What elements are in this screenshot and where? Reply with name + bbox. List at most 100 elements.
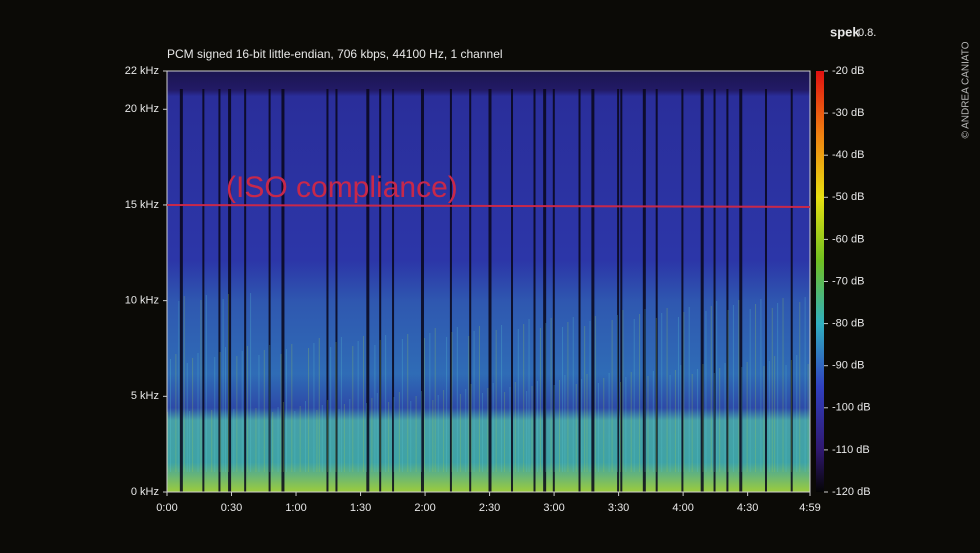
- texture-streak: [531, 386, 533, 472]
- texture-streak: [305, 401, 307, 472]
- texture-streak: [509, 387, 511, 472]
- texture-streak: [335, 342, 337, 472]
- texture-streak: [282, 402, 284, 472]
- texture-streak: [423, 338, 425, 472]
- texture-streak: [495, 330, 497, 472]
- texture-streak: [619, 382, 621, 472]
- annotation-line: [166, 203, 811, 208]
- colorbar-tick-label: -50 dB: [832, 191, 864, 203]
- texture-streak: [388, 402, 390, 472]
- texture-streak: [501, 325, 503, 472]
- texture-streak: [572, 317, 574, 472]
- gap-streak: [281, 89, 285, 492]
- texture-streak: [357, 341, 359, 472]
- texture-streak: [236, 356, 238, 472]
- texture-streak: [575, 384, 577, 472]
- x-tick-label: 2:30: [479, 502, 500, 514]
- texture-streak: [429, 333, 431, 472]
- texture-streak: [473, 331, 475, 472]
- chart-title: PCM signed 16-bit little-endian, 706 kbp…: [167, 47, 503, 61]
- x-tick-label: 4:59: [799, 502, 820, 514]
- texture-streak: [280, 354, 282, 472]
- gap-streak: [642, 89, 646, 492]
- texture-streak: [456, 327, 458, 472]
- texture-streak: [258, 355, 260, 472]
- texture-streak: [633, 319, 635, 472]
- texture-streak: [661, 313, 663, 472]
- colorbar-tick-label: -30 dB: [832, 107, 864, 119]
- texture-streak: [716, 301, 718, 472]
- gap-streak: [244, 89, 247, 492]
- gap-streak: [620, 89, 623, 492]
- texture-streak: [545, 323, 547, 472]
- app-version: 0.8.: [858, 27, 876, 39]
- texture-streak: [299, 406, 301, 472]
- gap-streak: [420, 89, 424, 492]
- texture-streak: [197, 353, 199, 472]
- texture-streak: [352, 346, 354, 472]
- texture-streak: [214, 357, 216, 472]
- texture-streak: [691, 374, 693, 472]
- texture-streak: [597, 383, 599, 472]
- texture-streak: [321, 405, 323, 472]
- texture-streak: [446, 337, 448, 472]
- texture-streak: [247, 346, 249, 472]
- gap-streak: [228, 89, 232, 492]
- texture-streak: [277, 407, 279, 472]
- color-bar: [816, 71, 824, 492]
- texture-streak: [459, 394, 461, 472]
- texture-streak: [807, 364, 809, 472]
- texture-streak: [785, 365, 787, 472]
- gap-streak: [726, 89, 729, 492]
- annotation-text: (ISO compliance): [226, 171, 458, 204]
- app-name: spek: [830, 24, 860, 39]
- texture-streak: [710, 306, 712, 472]
- texture-streak: [741, 367, 743, 472]
- y-tick-label: 0 kHz: [131, 486, 159, 498]
- texture-streak: [434, 328, 436, 472]
- texture-streak: [639, 314, 641, 472]
- texture-streak: [294, 411, 296, 472]
- gap-streak: [591, 89, 595, 492]
- texture-streak: [680, 365, 682, 472]
- gap-streak: [739, 89, 743, 492]
- texture-streak: [539, 328, 541, 472]
- texture-streak: [790, 360, 792, 472]
- texture-streak: [313, 343, 315, 472]
- texture-streak: [732, 305, 734, 472]
- x-tick-label: 0:30: [221, 502, 242, 514]
- texture-streak: [669, 375, 671, 472]
- texture-streak: [200, 300, 202, 472]
- gap-streak: [764, 89, 767, 492]
- texture-streak: [178, 301, 180, 472]
- texture-streak: [713, 373, 715, 472]
- texture-streak: [697, 369, 699, 472]
- texture-streak: [567, 322, 569, 472]
- texture-streak: [420, 391, 422, 472]
- colorbar-tick-label: -20 dB: [832, 65, 864, 77]
- colorbar-tick-label: -80 dB: [832, 318, 864, 330]
- texture-streak: [233, 409, 235, 472]
- texture-streak: [250, 293, 252, 472]
- texture-streak: [705, 311, 707, 472]
- texture-streak: [189, 411, 191, 472]
- texture-streak: [183, 296, 185, 472]
- gap-streak: [511, 89, 514, 492]
- texture-streak: [526, 391, 528, 472]
- texture-streak: [376, 393, 378, 472]
- colorbar-tick-label: -90 dB: [832, 360, 864, 372]
- texture-streak: [749, 309, 751, 472]
- texture-streak: [451, 332, 453, 472]
- texture-streak: [371, 398, 373, 472]
- x-tick-label: 4:30: [737, 502, 758, 514]
- texture-streak: [644, 309, 646, 472]
- texture-streak: [437, 395, 439, 472]
- texture-streak: [738, 300, 740, 472]
- gap-streak: [655, 89, 658, 492]
- texture-streak: [407, 334, 409, 472]
- texture-streak: [401, 339, 403, 472]
- texture-streak: [415, 396, 417, 472]
- texture-streak: [393, 397, 395, 472]
- texture-streak: [327, 400, 329, 472]
